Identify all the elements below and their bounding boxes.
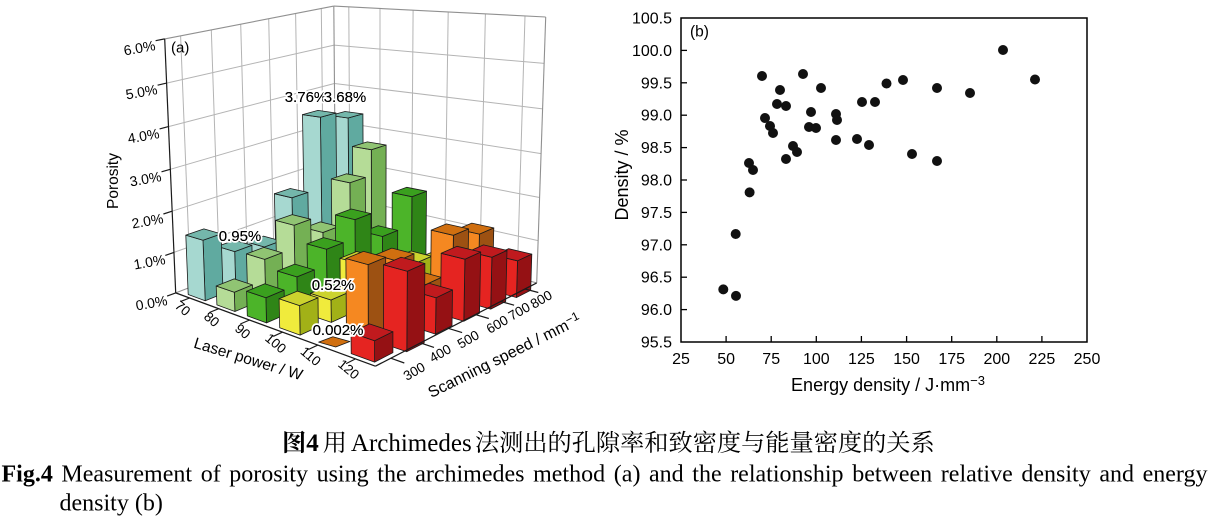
svg-text:6.0%: 6.0% [122, 37, 156, 58]
svg-text:Porosity: Porosity [105, 153, 122, 209]
svg-text:porosity: porosity [229, 462, 308, 488]
svg-text:3.76%: 3.76% [285, 89, 328, 106]
svg-text:99.0: 99.0 [641, 108, 672, 125]
svg-text:the: the [692, 462, 721, 488]
svg-text:2.0%: 2.0% [130, 210, 164, 231]
svg-text:(b): (b) [690, 24, 709, 41]
svg-text:3.76%: 3.76% [285, 89, 328, 106]
svg-text:200: 200 [983, 351, 1010, 368]
svg-text:100: 100 [803, 351, 830, 368]
svg-text:Density / %: Density / % [612, 129, 632, 220]
svg-text:400: 400 [427, 341, 454, 365]
svg-text:96.5: 96.5 [641, 270, 672, 287]
svg-text:0.52%: 0.52% [312, 277, 355, 294]
svg-text:80: 80 [201, 309, 222, 330]
svg-text:97.5: 97.5 [641, 205, 672, 222]
svg-text:3.68%: 3.68% [324, 89, 367, 106]
svg-text:relationship: relationship [730, 462, 843, 488]
svg-text:4.0%: 4.0% [126, 125, 160, 146]
svg-text:300: 300 [401, 359, 428, 383]
svg-text:0.95%: 0.95% [219, 228, 262, 245]
svg-text:energy: energy [1143, 462, 1208, 488]
svg-text:250: 250 [1074, 351, 1101, 368]
svg-text:3.68%: 3.68% [324, 89, 367, 106]
svg-text:relative: relative [941, 462, 1013, 488]
svg-text:95.5: 95.5 [641, 335, 672, 352]
svg-text:and: and [649, 462, 684, 488]
svg-text:175: 175 [938, 351, 965, 368]
svg-text:3.0%: 3.0% [128, 168, 162, 189]
svg-text:75: 75 [762, 351, 780, 368]
svg-text:(a): (a) [171, 40, 189, 57]
svg-text:and: and [1099, 462, 1134, 488]
svg-text:0.002%: 0.002% [313, 322, 364, 339]
svg-text:1.0%: 1.0% [132, 251, 166, 272]
svg-text:Measurement: Measurement [61, 462, 192, 488]
svg-text:100.5: 100.5 [632, 11, 672, 28]
svg-text:between: between [852, 462, 932, 488]
svg-text:100: 100 [262, 330, 289, 356]
svg-text:97.0: 97.0 [641, 237, 672, 254]
svg-text:(a): (a) [614, 462, 641, 488]
svg-text:25: 25 [672, 351, 690, 368]
svg-text:the: the [377, 462, 406, 488]
svg-text:using: using [317, 462, 369, 488]
svg-text:density (b): density (b) [60, 491, 163, 517]
svg-text:density: density [1021, 462, 1090, 488]
svg-text:Archimedes: Archimedes [351, 430, 472, 457]
svg-text:Laser power / W: Laser power / W [192, 335, 305, 384]
svg-text:4: 4 [306, 430, 319, 457]
svg-text:700: 700 [506, 299, 533, 323]
svg-text:Energy density / J·mm−3: Energy density / J·mm−3 [791, 373, 985, 395]
svg-text:96.0: 96.0 [641, 302, 672, 319]
svg-text:archimedes: archimedes [415, 462, 524, 488]
svg-text:5.0%: 5.0% [124, 81, 158, 102]
svg-text:0.002%: 0.002% [313, 322, 364, 339]
svg-text:99.5: 99.5 [641, 75, 672, 92]
svg-text:method: method [533, 462, 605, 488]
svg-text:500: 500 [455, 327, 482, 351]
svg-text:98.0: 98.0 [641, 173, 672, 190]
svg-text:225: 225 [1029, 351, 1056, 368]
svg-text:100.0: 100.0 [632, 43, 672, 60]
svg-text:50: 50 [717, 351, 735, 368]
svg-text:600: 600 [484, 312, 511, 336]
svg-text:of: of [201, 462, 221, 488]
svg-text:98.5: 98.5 [641, 140, 672, 157]
svg-text:70: 70 [172, 298, 193, 319]
svg-text:110: 110 [298, 344, 324, 369]
svg-text:0.52%: 0.52% [312, 277, 355, 294]
svg-text:Fig.4: Fig.4 [2, 462, 53, 488]
svg-text:125: 125 [848, 351, 875, 368]
svg-text:90: 90 [232, 321, 253, 342]
svg-text:150: 150 [893, 351, 920, 368]
svg-text:0.0%: 0.0% [134, 292, 168, 313]
svg-text:0.95%: 0.95% [219, 228, 262, 245]
